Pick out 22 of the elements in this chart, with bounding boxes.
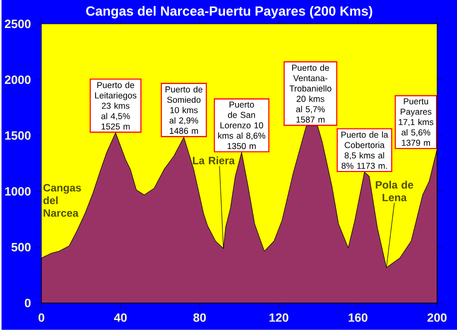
y-tick-label: 1000 bbox=[5, 187, 31, 196]
y-tick-label: 1500 bbox=[5, 131, 31, 140]
annotation: La Riera bbox=[192, 156, 235, 164]
chart-title: Cangas del Narcea-Puertu Payares (200 Kms) bbox=[86, 6, 372, 19]
x-tick-label: 0 bbox=[38, 313, 44, 322]
x-tick-label: 40 bbox=[114, 313, 127, 322]
annotation: Puerto de Ventana-Trobaniello 20 kms al 5,7% 1587 m bbox=[289, 64, 332, 123]
annotation: Puerto de San Lorenzo 10 kms al 8,6% 1350 m bbox=[218, 102, 266, 150]
x-tick-label: 200 bbox=[428, 313, 447, 322]
annotation: Puerto de la Cobertoria 8,5 kms al 8% 1173 m. bbox=[341, 131, 388, 169]
annotation: Cangas del Narcea bbox=[43, 184, 81, 217]
y-tick-label: 2500 bbox=[4, 20, 31, 28]
x-tick-label: 160 bbox=[348, 313, 368, 322]
x-tick-label: 120 bbox=[270, 313, 288, 322]
x-tick-label: 80 bbox=[193, 313, 206, 322]
annotation: Puerto de Leitariegos 23 kms al 4,5% 1525 m bbox=[95, 82, 136, 130]
annotation: Pola de Lena bbox=[376, 180, 414, 202]
y-tick-label: 0 bbox=[24, 298, 31, 308]
y-tick-label: 500 bbox=[11, 242, 31, 252]
annotation: Puertu Payares 17,1 kms al 5,6% 1379 m bbox=[398, 98, 434, 146]
annotation: Puerto de Somiedo 10 kms al 2,9% 1486 m bbox=[166, 86, 202, 134]
y-tick-label: 2000 bbox=[4, 76, 31, 84]
